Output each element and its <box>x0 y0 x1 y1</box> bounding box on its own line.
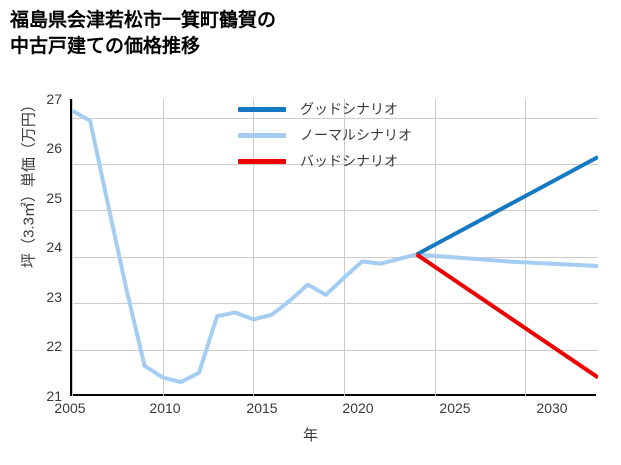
y-tick-label: 24 <box>46 239 62 255</box>
y-tick-label: 27 <box>46 91 62 107</box>
plot-area <box>70 99 598 396</box>
series-line <box>72 108 598 385</box>
legend-swatch-normal <box>238 132 286 138</box>
legend-swatch-good <box>238 106 286 112</box>
legend-item-bad: バッドシナリオ <box>238 148 428 174</box>
legend-label-bad: バッドシナリオ <box>300 153 398 169</box>
y-axis-label: 坪（3.3㎡）単価（万円） <box>20 97 38 268</box>
legend-swatch-bad <box>238 158 286 164</box>
y-tick-label: 23 <box>46 289 62 305</box>
gridlines <box>72 99 598 396</box>
x-tick-label: 2005 <box>54 400 86 416</box>
series-lines <box>72 108 598 385</box>
x-tick-label: 2015 <box>246 400 278 416</box>
x-tick-label: 2020 <box>342 400 374 416</box>
x-tick-label: 2010 <box>149 400 181 416</box>
y-tick-label: 21 <box>46 388 62 404</box>
legend-label-normal: ノーマルシナリオ <box>300 127 412 143</box>
legend-label-good: グッドシナリオ <box>300 101 398 117</box>
y-tick-label: 26 <box>46 140 62 156</box>
chart-title: 福島県会津若松市一箕町鶴賀の 中古戸建ての価格推移 <box>10 10 277 57</box>
x-tick-label: 2025 <box>439 400 471 416</box>
x-axis-label: 年 <box>302 427 318 444</box>
x-tick-label: 2030 <box>536 400 568 416</box>
chart-legend: グッドシナリオ ノーマルシナリオ バッドシナリオ <box>238 96 428 174</box>
plot-canvas <box>72 99 598 396</box>
y-tick-label: 22 <box>46 338 62 354</box>
series-line <box>415 252 598 380</box>
y-tick-label: 25 <box>46 190 62 206</box>
legend-item-good: グッドシナリオ <box>238 96 428 122</box>
legend-item-normal: ノーマルシナリオ <box>238 122 428 148</box>
series-line <box>415 155 598 257</box>
